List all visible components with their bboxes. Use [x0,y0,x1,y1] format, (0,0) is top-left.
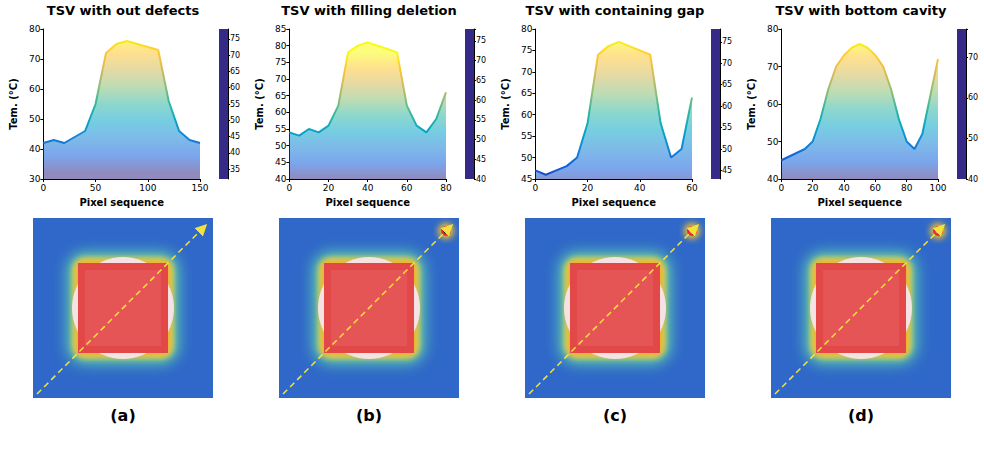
svg-text:40: 40 [634,183,646,193]
svg-text:60: 60 [722,102,732,111]
svg-text:45: 45 [476,155,486,164]
svg-text:55: 55 [275,124,286,134]
svg-text:20: 20 [807,183,819,193]
svg-text:75: 75 [275,57,286,67]
html-text:(d): (d) [848,406,874,425]
svg-text:40: 40 [29,144,41,154]
svg-text:70: 70 [230,51,240,60]
svg-text:Pixel sequence: Pixel sequence [325,197,410,208]
svg-text:50: 50 [767,137,779,147]
svg-text:20: 20 [323,183,335,193]
svg-text:60: 60 [968,93,978,102]
svg-text:Pixel sequence: Pixel sequence [79,197,164,208]
svg-text:65: 65 [275,91,286,101]
svg-text:40: 40 [767,174,779,184]
svg-text:65: 65 [230,67,240,76]
svg-text:85: 85 [275,24,286,34]
svg-text:40: 40 [275,174,287,184]
svg-text:Tem. (°C): Tem. (°C) [746,78,757,129]
svg-text:55: 55 [722,123,732,132]
svg-text:60: 60 [476,96,486,105]
svg-text:75: 75 [722,37,732,46]
svg-text:60: 60 [29,84,41,94]
svg-text:20: 20 [582,183,594,193]
svg-text:70: 70 [29,54,41,64]
svg-text:60: 60 [275,107,287,117]
svg-text:40: 40 [230,148,240,157]
svg-text:Pixel sequence: Pixel sequence [571,197,656,208]
svg-text:75: 75 [521,45,532,55]
svg-text:75: 75 [476,36,486,45]
svg-text:60: 60 [686,183,698,193]
svg-text:75: 75 [230,34,240,43]
svg-text:70: 70 [476,56,486,65]
svg-text:60: 60 [870,183,882,193]
svg-text:80: 80 [901,183,913,193]
svg-text:70: 70 [767,62,779,72]
svg-text:0: 0 [778,183,784,193]
svg-text:70: 70 [722,59,732,68]
svg-text:70: 70 [275,74,287,84]
svg-text:Tem. (°C): Tem. (°C) [8,78,19,129]
svg-text:50: 50 [476,135,486,144]
svg-text:100: 100 [929,183,946,193]
html-text:TSV with containing gap: TSV with containing gap [525,3,705,18]
svg-text:0: 0 [40,183,46,193]
svg-text:40: 40 [476,175,486,184]
svg-text:60: 60 [521,110,533,120]
svg-text:45: 45 [230,132,240,141]
svg-text:150: 150 [191,183,208,193]
svg-text:70: 70 [968,53,978,62]
svg-text:50: 50 [90,183,102,193]
svg-text:60: 60 [401,183,413,193]
html-text:TSV with filling deletion: TSV with filling deletion [281,3,457,18]
svg-text:65: 65 [722,80,732,89]
svg-text:Pixel sequence: Pixel sequence [817,197,902,208]
html-text:(a): (a) [110,406,136,425]
svg-text:35: 35 [230,165,240,174]
svg-text:80: 80 [521,24,533,34]
svg-text:50: 50 [275,141,287,151]
svg-text:45: 45 [521,174,532,184]
svg-text:0: 0 [286,183,292,193]
html-text:(c): (c) [602,406,627,425]
html-text:TSV with bottom cavity: TSV with bottom cavity [775,3,947,18]
svg-text:45: 45 [722,166,732,175]
svg-text:65: 65 [476,76,486,85]
svg-text:50: 50 [968,134,978,143]
svg-text:Tem. (°C): Tem. (°C) [500,78,511,129]
svg-text:100: 100 [139,183,156,193]
svg-text:80: 80 [275,41,287,51]
svg-text:80: 80 [29,24,41,34]
svg-text:40: 40 [968,175,978,184]
svg-text:30: 30 [29,174,41,184]
svg-text:Tem. (°C): Tem. (°C) [254,78,265,129]
svg-text:55: 55 [230,100,240,109]
svg-text:45: 45 [275,157,286,167]
html-text:(b): (b) [356,406,382,425]
svg-text:40: 40 [838,183,850,193]
svg-text:40: 40 [362,183,374,193]
html-text:TSV with out defects: TSV with out defects [46,3,200,18]
svg-text:0: 0 [532,183,538,193]
svg-text:55: 55 [476,115,486,124]
svg-text:50: 50 [29,114,41,124]
svg-text:50: 50 [521,153,533,163]
svg-text:55: 55 [521,131,532,141]
svg-text:50: 50 [722,145,732,154]
svg-text:60: 60 [767,99,779,109]
svg-text:80: 80 [767,24,779,34]
svg-text:50: 50 [230,116,240,125]
svg-text:70: 70 [521,67,533,77]
svg-text:80: 80 [440,183,452,193]
svg-text:60: 60 [230,83,240,92]
svg-text:65: 65 [521,88,532,98]
